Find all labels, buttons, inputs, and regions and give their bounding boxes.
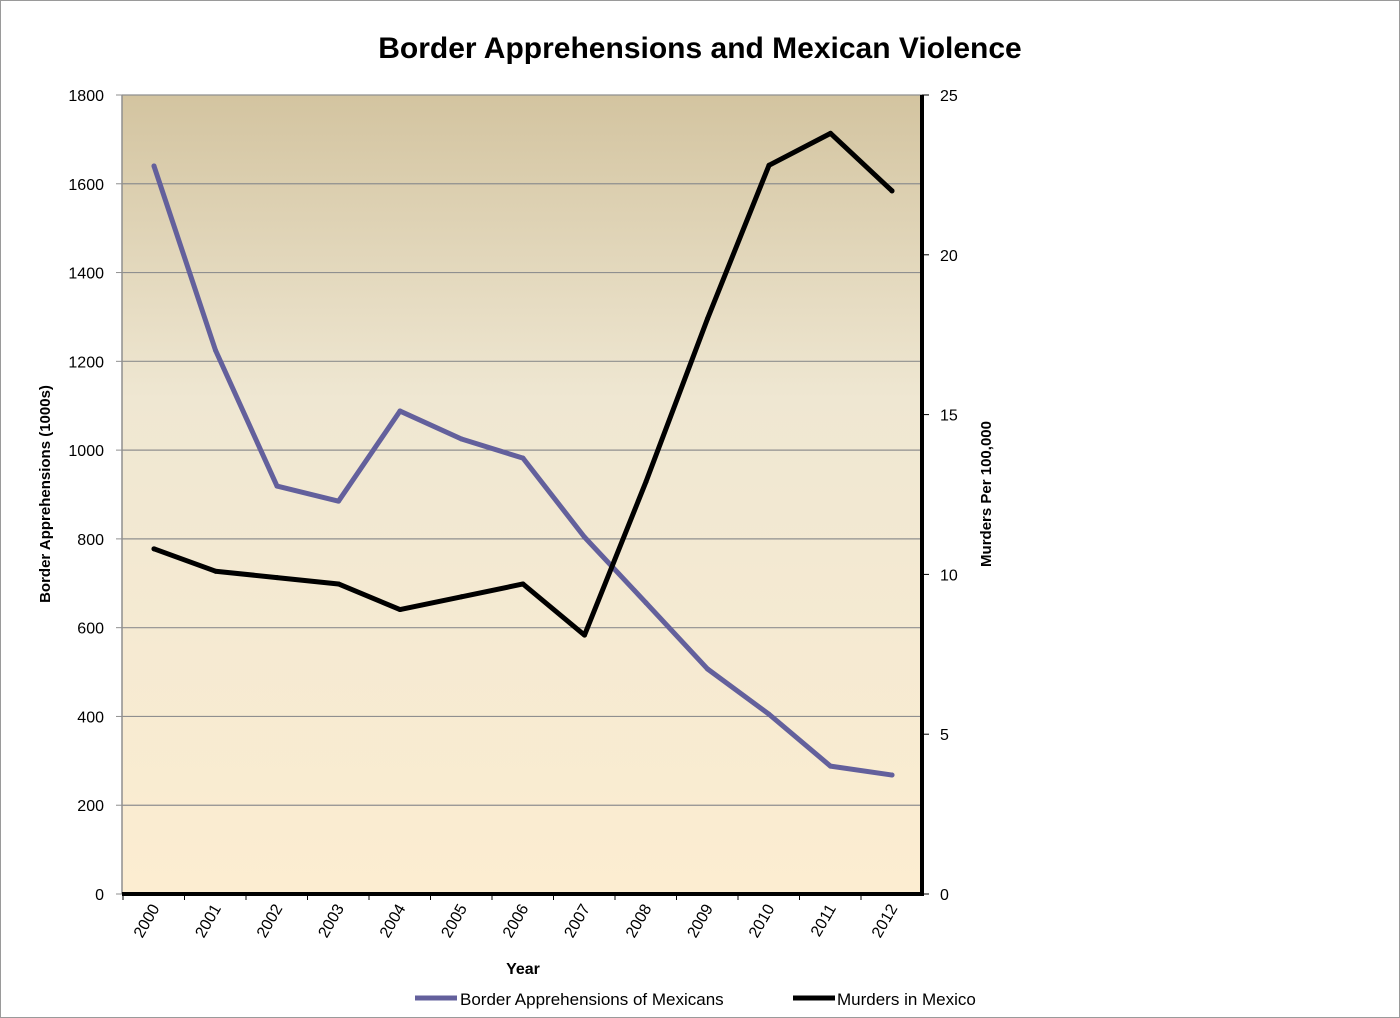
data-point-murders (582, 632, 587, 638)
y-tick-label: 0 (95, 887, 104, 904)
data-point-murders (459, 594, 464, 600)
y2-tick-label: 15 (940, 408, 958, 425)
data-point-apprehensions (582, 534, 587, 540)
x-axis-label: Year (506, 961, 540, 978)
y-tick-label: 1800 (68, 88, 104, 105)
data-point-apprehensions (213, 347, 218, 353)
legend-label-murders: Murders in Mexico (837, 990, 976, 1009)
x-tick-label: 2008 (623, 901, 656, 940)
data-point-murders (397, 607, 403, 613)
legend: Border Apprehensions of Mexicans Murders… (415, 990, 976, 1009)
data-point-murders (336, 581, 341, 587)
x-tick-label: 2001 (192, 901, 225, 940)
x-tick-label: 2009 (684, 901, 717, 940)
x-tick-label: 2005 (438, 901, 471, 940)
y-tick-label: 800 (77, 532, 104, 549)
x-tick-label: 2011 (808, 901, 840, 939)
y2-tick-label: 25 (940, 88, 958, 105)
x-tick-label: 2003 (315, 901, 348, 940)
data-point-apprehensions (520, 455, 526, 461)
y2-tick-label: 10 (940, 567, 958, 584)
x-tick-label: 2007 (561, 901, 594, 940)
x-tick-label: 2006 (500, 901, 533, 940)
data-point-apprehensions (766, 711, 772, 717)
plot-area (122, 95, 922, 894)
x-tick-label: 2004 (377, 901, 410, 940)
data-point-apprehensions (889, 772, 895, 778)
chart-title: Border Apprehensions and Mexican Violenc… (378, 32, 1022, 65)
y-axis-label: Border Apprehensions (1000s) (37, 385, 54, 603)
data-point-murders (520, 581, 526, 587)
data-point-apprehensions (151, 163, 157, 169)
data-point-apprehensions (274, 483, 280, 489)
y2-tick-label: 5 (940, 727, 949, 744)
y-tick-label: 1600 (68, 177, 104, 194)
data-point-murders (274, 575, 280, 581)
data-point-murders (213, 568, 218, 574)
data-point-apprehensions (459, 436, 464, 442)
data-point-murders (643, 479, 649, 485)
y-tick-label: 1200 (68, 354, 104, 371)
data-point-murders (151, 546, 157, 552)
y-tick-label: 1000 (68, 443, 104, 460)
y2-tick-label: 20 (940, 248, 958, 265)
data-point-apprehensions (643, 600, 649, 606)
x-tick-label: 2010 (746, 901, 779, 940)
data-point-murders (889, 188, 895, 194)
data-point-apprehensions (397, 408, 403, 414)
x-tick-label: 2012 (869, 901, 902, 940)
legend-label-apprehensions: Border Apprehensions of Mexicans (460, 990, 724, 1009)
y-tick-label: 400 (77, 709, 104, 726)
data-point-apprehensions (705, 666, 710, 672)
x-tick-label: 2002 (254, 901, 287, 940)
data-point-murders (828, 130, 833, 136)
data-point-murders (705, 316, 710, 322)
data-point-apprehensions (828, 763, 833, 769)
y-tick-label: 600 (77, 621, 104, 638)
y-tick-label: 1400 (68, 266, 104, 283)
data-point-murders (766, 162, 772, 168)
y-tick-label: 200 (77, 798, 104, 815)
y2-tick-label: 0 (940, 887, 949, 904)
data-point-apprehensions (336, 498, 341, 504)
x-tick-label: 2000 (131, 901, 164, 940)
y2-axis-label: Murders Per 100,000 (978, 421, 995, 567)
